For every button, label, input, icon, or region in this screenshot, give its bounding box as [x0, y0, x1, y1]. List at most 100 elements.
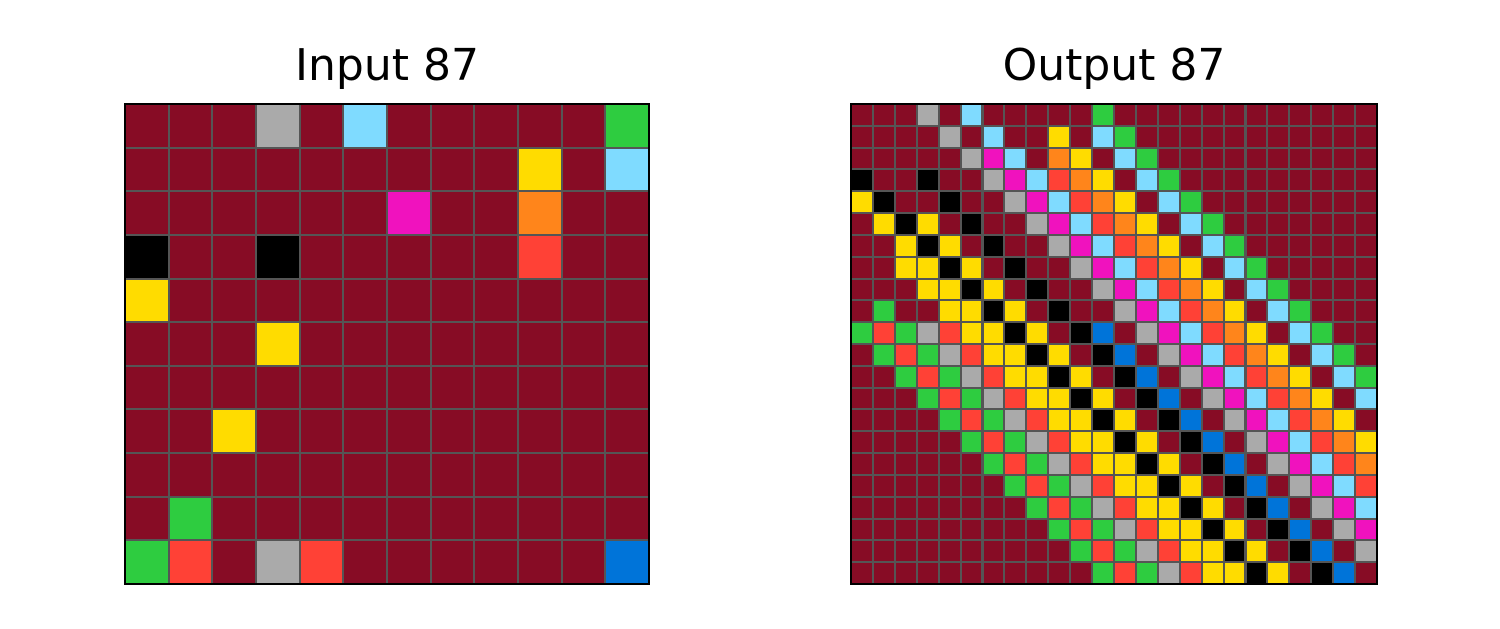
output-cell	[1290, 105, 1311, 125]
output-cell	[852, 519, 872, 540]
input-cell	[431, 454, 474, 496]
output-cell	[1049, 279, 1070, 300]
output-cell	[1071, 345, 1092, 365]
output-cell	[1268, 192, 1289, 213]
output-cell	[1334, 105, 1355, 125]
input-cell	[388, 279, 430, 322]
output-cell	[1180, 105, 1201, 125]
input-cell	[169, 148, 212, 191]
output-cell	[873, 170, 894, 191]
output-cell	[1093, 541, 1113, 562]
output-cell	[1093, 170, 1113, 191]
output-cell	[1356, 279, 1376, 300]
output-cell	[1312, 235, 1333, 256]
output-cell	[1202, 519, 1223, 540]
output-cell	[1356, 410, 1376, 431]
output-cell	[1049, 105, 1070, 125]
output-cell	[1246, 214, 1267, 234]
output-cell	[1246, 563, 1267, 583]
output-cell	[1224, 170, 1245, 191]
output-cell	[1115, 148, 1135, 169]
output-cell	[1224, 235, 1245, 256]
output-cell	[1268, 432, 1289, 453]
input-cell	[519, 497, 561, 540]
output-cell	[1049, 323, 1070, 343]
output-cell	[1290, 497, 1311, 518]
output-cell	[1158, 366, 1179, 387]
output-cell	[1136, 279, 1157, 300]
output-cell	[1158, 432, 1179, 453]
output-cell	[873, 257, 894, 278]
output-cell	[1027, 192, 1048, 213]
output-cell	[1071, 410, 1092, 431]
input-cell	[126, 497, 168, 540]
output-cell	[1071, 192, 1092, 213]
output-cell	[1246, 105, 1267, 125]
output-cell	[961, 170, 982, 191]
input-cell	[213, 192, 255, 234]
output-cell	[895, 541, 916, 562]
output-cell	[1071, 475, 1092, 496]
output-cell	[1290, 192, 1311, 213]
output-cell	[1290, 563, 1311, 583]
output-cell	[1246, 257, 1267, 278]
output-cell	[1049, 214, 1070, 234]
input-cell	[257, 323, 299, 365]
output-cell	[1224, 301, 1245, 322]
output-cell	[1049, 301, 1070, 322]
input-cell	[169, 541, 212, 583]
output-cell	[1202, 192, 1223, 213]
output-cell	[1049, 410, 1070, 431]
input-cell	[169, 497, 212, 540]
input-cell	[562, 279, 605, 322]
output-cell	[983, 279, 1004, 300]
output-cell	[1093, 519, 1113, 540]
output-cell	[895, 388, 916, 409]
output-cell	[1334, 279, 1355, 300]
output-cell	[1312, 148, 1333, 169]
output-cell	[1158, 541, 1179, 562]
output-cell	[1180, 235, 1201, 256]
output-cell	[1136, 170, 1157, 191]
input-cell	[344, 410, 386, 453]
input-cell	[606, 323, 648, 365]
output-cell	[852, 257, 872, 278]
output-cell	[961, 105, 982, 125]
output-cell	[852, 563, 872, 583]
output-cell	[852, 454, 872, 474]
output-cell	[961, 235, 982, 256]
output-cell	[1202, 432, 1223, 453]
output-cell	[1136, 105, 1157, 125]
output-cell	[1224, 345, 1245, 365]
output-cell	[1115, 170, 1135, 191]
output-cell	[873, 105, 894, 125]
output-cell	[961, 541, 982, 562]
input-cell	[519, 541, 561, 583]
output-cell	[939, 410, 960, 431]
input-cell	[562, 410, 605, 453]
output-cell	[1356, 541, 1376, 562]
output-cell	[983, 541, 1004, 562]
output-cell	[1290, 519, 1311, 540]
input-cell	[475, 541, 517, 583]
output-cell	[852, 301, 872, 322]
input-cell	[431, 279, 474, 322]
output-cell	[1115, 541, 1135, 562]
output-cell	[983, 170, 1004, 191]
output-cell	[1005, 301, 1026, 322]
output-cell	[1115, 410, 1135, 431]
output-cell	[1027, 475, 1048, 496]
output-cell	[1202, 105, 1223, 125]
output-cell	[1180, 432, 1201, 453]
output-cell	[1136, 432, 1157, 453]
output-cell	[1180, 497, 1201, 518]
output-cell	[1158, 170, 1179, 191]
output-cell	[873, 410, 894, 431]
output-cell	[983, 475, 1004, 496]
output-cell	[1005, 235, 1026, 256]
output-cell	[1202, 345, 1223, 365]
input-cell	[257, 541, 299, 583]
output-cell	[1290, 345, 1311, 365]
output-cell	[1071, 301, 1092, 322]
output-cell	[1224, 366, 1245, 387]
